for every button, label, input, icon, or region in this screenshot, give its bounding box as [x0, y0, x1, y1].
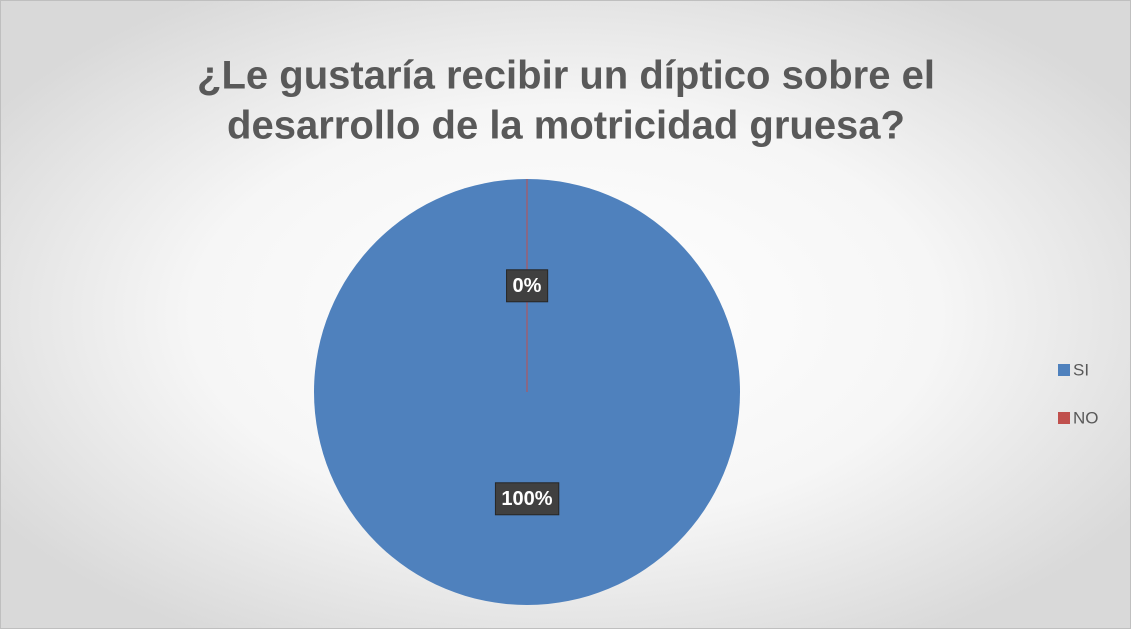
legend-label: SI [1073, 360, 1089, 379]
data-label-box [494, 482, 560, 516]
data-label: 100% [501, 488, 552, 510]
chart-title: desarrollo de la motricidad gruesa? [227, 104, 905, 148]
legend-label: NO [1073, 408, 1099, 427]
legend-swatch [1058, 412, 1070, 424]
data-label-box [506, 269, 549, 303]
legend-swatch [1058, 364, 1070, 376]
chart-title: ¿Le gustaría recibir un díptico sobre el [197, 54, 935, 98]
data-label: 0% [513, 275, 542, 297]
